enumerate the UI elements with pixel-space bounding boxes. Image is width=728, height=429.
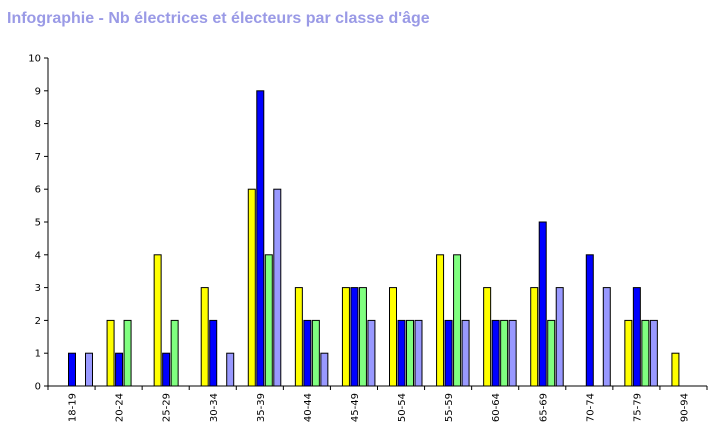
bar	[389, 287, 397, 387]
y-tick-label: 1	[35, 349, 41, 360]
bar	[294, 287, 303, 387]
bar	[367, 319, 376, 387]
bar	[436, 254, 445, 387]
bar	[153, 254, 162, 387]
bar	[350, 287, 359, 387]
bar	[530, 287, 539, 387]
bar	[162, 352, 171, 387]
y-tick-label: 8	[35, 119, 41, 130]
x-tick-label: 90-94	[679, 393, 690, 422]
bar	[200, 287, 209, 387]
bar	[320, 352, 329, 387]
bar	[671, 352, 680, 387]
bar	[649, 319, 658, 387]
bar	[303, 319, 312, 387]
bar	[264, 254, 273, 387]
bar	[453, 254, 462, 387]
bar	[461, 319, 470, 387]
x-tick-label: 55-59	[444, 393, 455, 422]
bar	[538, 221, 547, 387]
bar	[632, 287, 641, 387]
y-tick-label: 2	[35, 316, 41, 327]
bar	[624, 319, 633, 387]
x-tick-label: 60-64	[491, 393, 502, 422]
x-tick-label: 70-74	[585, 393, 596, 422]
bar	[341, 287, 350, 387]
bar	[491, 319, 500, 387]
bar	[641, 319, 650, 387]
bar	[123, 319, 132, 387]
bar	[247, 188, 256, 387]
bar	[273, 188, 282, 387]
bar	[508, 319, 517, 387]
bar	[68, 352, 76, 387]
y-tick-label: 6	[35, 185, 41, 196]
bar	[602, 287, 611, 387]
x-tick-label: 40-44	[303, 393, 314, 422]
bar	[170, 319, 179, 387]
x-tick-label: 65-69	[538, 393, 549, 422]
bar	[585, 254, 594, 387]
bar	[311, 319, 320, 387]
bar	[547, 319, 556, 387]
x-tick-label: 20-24	[115, 393, 126, 422]
x-tick-label: 35-39	[256, 393, 267, 422]
y-tick-label: 4	[35, 250, 41, 261]
y-tick-label: 0	[35, 382, 41, 393]
bar	[444, 319, 453, 387]
bar	[406, 319, 414, 387]
bar	[414, 319, 423, 387]
bar	[85, 352, 93, 387]
chart-title: Infographie - Nb électrices et électeurs…	[7, 10, 430, 27]
bar	[106, 319, 115, 387]
bar	[397, 319, 406, 387]
x-tick-label: 18-19	[68, 393, 79, 422]
x-tick-label: 50-54	[397, 393, 408, 422]
y-tick-label: 5	[35, 218, 41, 229]
bar	[555, 287, 564, 387]
bar	[209, 319, 218, 387]
x-tick-label: 45-49	[350, 393, 361, 422]
x-tick-label: 25-29	[162, 393, 173, 422]
y-tick-label: 9	[35, 86, 41, 97]
x-tick-label: 75-79	[632, 393, 643, 422]
bar	[483, 287, 492, 387]
y-tick-label: 3	[35, 283, 41, 294]
bar	[500, 319, 509, 387]
y-tick-label: 10	[28, 54, 41, 65]
bar	[358, 287, 367, 387]
y-tick-label: 7	[35, 152, 41, 163]
bar	[115, 352, 124, 387]
x-tick-label: 30-34	[209, 393, 220, 422]
bar	[256, 90, 265, 387]
bar	[226, 352, 235, 387]
